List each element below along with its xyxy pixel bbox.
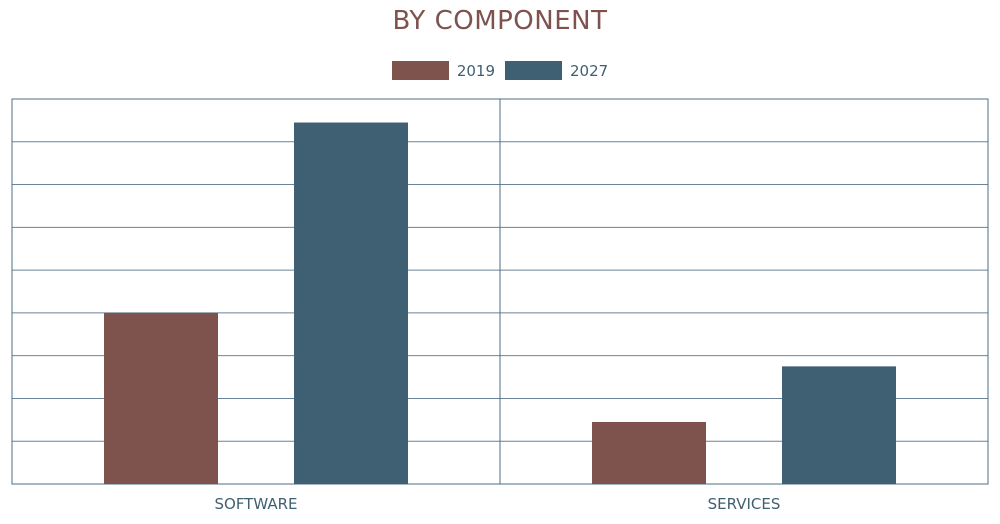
x-tick-label: SOFTWARE bbox=[214, 495, 297, 513]
legend: 2019 2027 bbox=[0, 61, 1000, 80]
bar-2019-services bbox=[592, 421, 706, 484]
bar-2019-software bbox=[104, 312, 218, 484]
legend-item-2027: 2027 bbox=[505, 61, 608, 80]
bar-2027-services bbox=[782, 366, 896, 484]
bar-2027-software bbox=[294, 122, 408, 485]
legend-swatch-2019 bbox=[391, 61, 449, 80]
legend-item-2019: 2019 bbox=[391, 61, 495, 80]
legend-label-2019: 2019 bbox=[456, 61, 495, 80]
legend-swatch-2027 bbox=[505, 61, 562, 80]
legend-label-2027: 2027 bbox=[570, 61, 609, 80]
chart-title: BY COMPONENT bbox=[392, 6, 608, 36]
x-tick-label: SERVICES bbox=[708, 495, 781, 513]
